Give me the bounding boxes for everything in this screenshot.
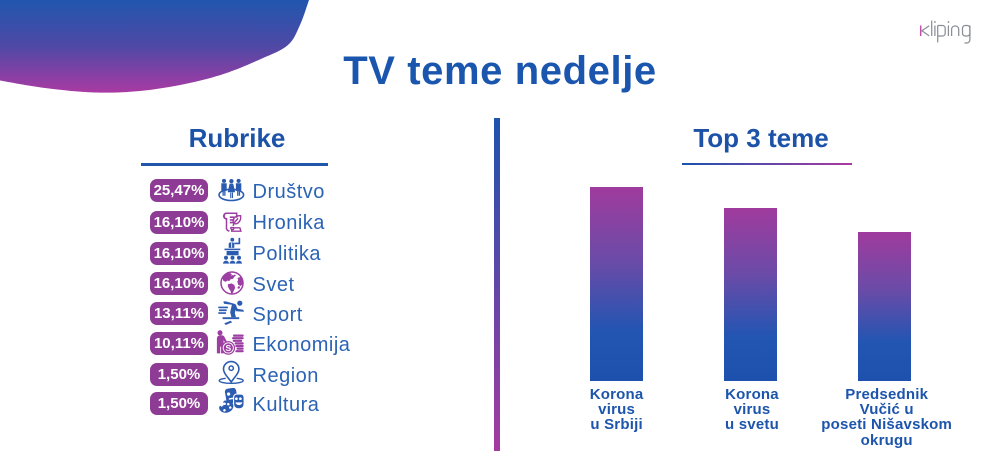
- svg-text:S: S: [225, 343, 231, 353]
